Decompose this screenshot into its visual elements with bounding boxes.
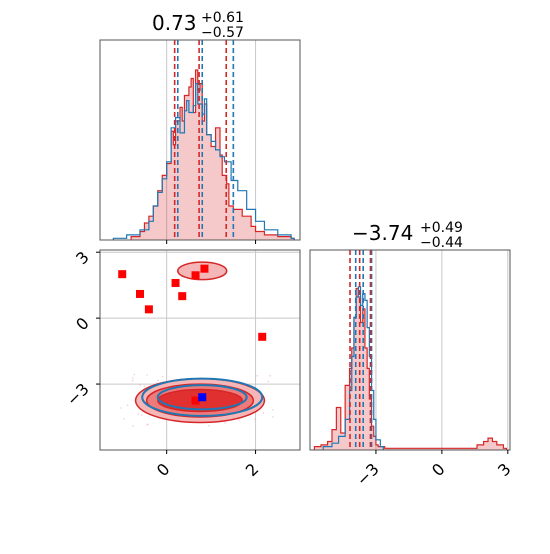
marker-red-1	[136, 289, 144, 298]
marker-red-4	[178, 292, 187, 301]
sample-point	[272, 416, 274, 418]
hist2-xtick-label-1: 0	[428, 459, 449, 480]
sample-point	[267, 380, 270, 383]
sample-point	[143, 385, 146, 387]
hist1-frame	[99, 39, 301, 241]
sample-point	[120, 407, 122, 409]
sample-point	[123, 417, 125, 420]
hist1-red-fill	[131, 70, 295, 240]
panel-hist-1	[99, 39, 301, 244]
title-param-2-plus: +0.49	[420, 220, 463, 236]
hist2-red-line	[313, 287, 508, 450]
sample-point	[133, 373, 136, 376]
sample-point	[254, 418, 256, 421]
sample-point	[157, 379, 159, 382]
joint-ytick-label-1: 0	[72, 314, 93, 335]
contour-blue-0	[141, 377, 264, 417]
sample-point	[146, 424, 148, 426]
marker-blue-0	[198, 393, 207, 402]
contour-blue-1	[156, 384, 248, 411]
sample-point	[140, 414, 143, 416]
sample-point	[132, 425, 134, 427]
joint-xtick-label-1: 2	[242, 459, 263, 480]
title-param-2-minus: −0.44	[420, 235, 463, 251]
joint-xtick-label-0: 0	[153, 459, 174, 480]
title-param-1: 0.73 +0.61 −0.57	[152, 10, 244, 41]
sample-point	[272, 408, 274, 411]
marker-red-2	[144, 305, 153, 314]
marker-red-7	[258, 332, 267, 341]
marker-red-3	[171, 278, 180, 287]
title-param-2-main: −3.74	[352, 221, 413, 245]
title-param-1-main: 0.73	[152, 11, 197, 35]
joint-ytick-label-0: −3	[63, 379, 93, 409]
title-param-1-plus: +0.61	[201, 10, 244, 26]
sample-point	[161, 375, 164, 378]
title-param-2: −3.74 +0.49 −0.44	[352, 220, 463, 251]
sample-point	[147, 423, 149, 426]
hist2-red-fill	[314, 288, 507, 450]
sample-point	[139, 384, 141, 386]
marker-red-0	[118, 270, 127, 279]
joint-ytick-label-2: 3	[72, 248, 93, 269]
sample-point	[256, 375, 259, 377]
marker-red-5	[191, 271, 200, 280]
hist1-blue-line	[112, 83, 295, 240]
sample-point	[224, 422, 226, 424]
sample-point	[262, 412, 265, 414]
joint-frame	[99, 249, 301, 451]
hist2-frame	[309, 249, 511, 451]
title-param-1-minus: −0.57	[201, 25, 244, 41]
hist2-xtick-label-2: 3	[494, 459, 515, 480]
sample-point	[137, 413, 140, 415]
marker-red-8	[191, 396, 200, 405]
sample-point	[269, 374, 272, 377]
sample-point	[238, 419, 240, 421]
panel-hist-2: −3 0 3	[309, 249, 515, 490]
sample-point	[146, 374, 149, 376]
panel-2d: 0 2 −3 0 3	[63, 248, 301, 480]
sample-point	[131, 377, 134, 379]
sample-point	[131, 379, 134, 382]
sample-point	[126, 404, 129, 406]
hist2-blue-line	[322, 286, 384, 450]
marker-red-6	[200, 264, 209, 273]
hist2-xtick-label-0: −3	[353, 459, 383, 489]
sample-point	[207, 424, 210, 427]
